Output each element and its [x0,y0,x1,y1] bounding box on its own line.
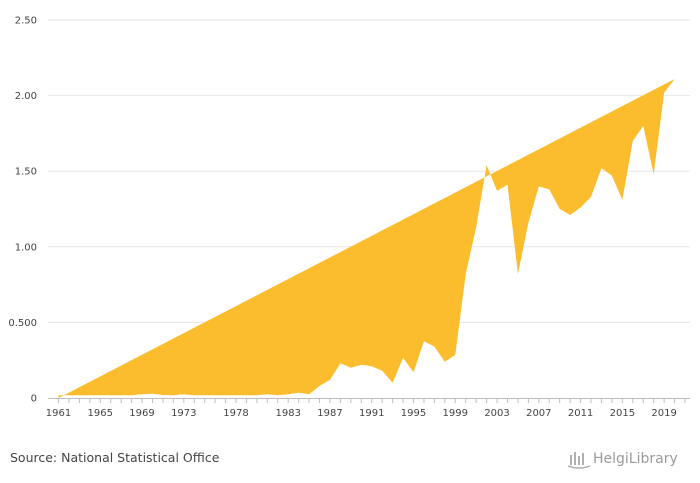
helgilibrary-logo[interactable]: HelgiLibrary [568,448,678,470]
x-tick-label: 2007 [526,408,551,419]
x-tick-label: 2019 [651,408,676,419]
source-note: Source: National Statistical Office [10,450,220,465]
x-tick-label: 2003 [484,408,509,419]
y-tick-label: 0 [31,394,37,405]
y-tick-label: 1.50 [15,167,37,178]
x-tick-label: 1969 [129,408,154,419]
library-icon [568,452,590,469]
y-tick-label: 1.00 [15,242,37,253]
x-tick-label: 1999 [443,408,468,419]
x-tick-label: 1965 [88,408,113,419]
x-tick-label: 1973 [171,408,196,419]
x-tick-label: 2015 [610,408,635,419]
y-tick-label: 2.00 [15,91,37,102]
y-tick-label: 0.500 [8,318,37,329]
area-series [58,78,675,398]
x-tick-label: 1987 [317,408,342,419]
x-tick-label: 1978 [223,408,248,419]
x-tick-label: 1983 [275,408,300,419]
y-axis: 0 0.500 1.00 1.50 2.00 2.50 [8,16,37,405]
x-tick-label: 1995 [401,408,426,419]
x-tick-label: 1991 [359,408,384,419]
logo-text: HelgiLibrary [593,451,678,467]
y-tick-label: 2.50 [15,16,37,27]
grid-lines [48,19,690,323]
x-axis: 1961 1965 1969 1973 1978 1983 1987 1991 1995 1999… [46,398,690,419]
x-tick-label: 2011 [568,408,593,419]
x-tick-label: 1961 [46,408,71,419]
